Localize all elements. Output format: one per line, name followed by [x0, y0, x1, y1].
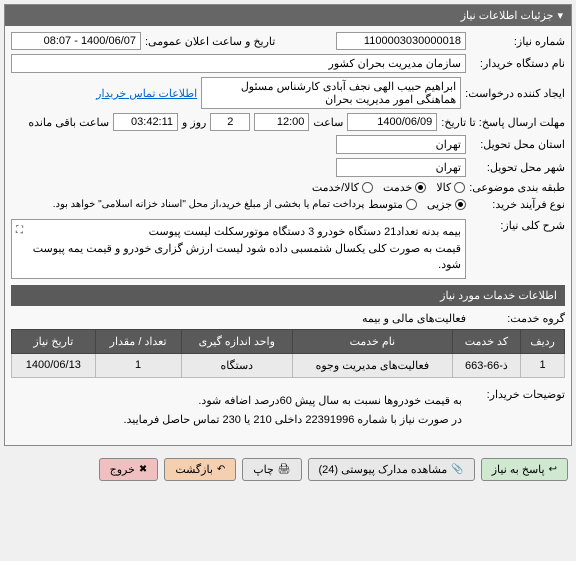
radio-jozi-label: جزیی — [427, 198, 452, 211]
desc-line1: بیمه بدنه تعداد21 دستگاه خودرو 3 دستگاه … — [16, 224, 461, 241]
td-idx: 1 — [521, 353, 565, 377]
radio-dot-khadmat — [415, 182, 426, 193]
buyer-notes: به قیمت خودروها نسبت به سال پیش 60درصد ا… — [119, 388, 466, 436]
reply-icon: ↩ — [549, 464, 557, 475]
deadline-label: مهلت ارسال پاسخ: تا تاریخ: — [441, 116, 565, 129]
days-field: 2 — [210, 113, 250, 131]
print-button[interactable]: 🖨 چاپ — [242, 458, 301, 481]
respond-button[interactable]: ↩ پاسخ به نیاز — [481, 458, 568, 481]
info-panel: ▾ جزئیات اطلاعات نیاز شماره نیاز: 110000… — [4, 4, 572, 446]
td-name: فعالیت‌های مدیریت وجوه — [292, 353, 452, 377]
table-header-row: ردیف کد خدمت نام خدمت واحد اندازه گیری ت… — [12, 329, 565, 353]
province-label: استان محل تحویل: — [470, 138, 565, 151]
buyer-contact-link[interactable]: اطلاعات تماس خریدار — [96, 87, 197, 100]
group-label: گروه خدمت: — [470, 312, 565, 325]
process-radio-group: جزیی متوسط — [368, 198, 466, 211]
radio-dot-kalakhadmat — [362, 182, 373, 193]
print-label: چاپ — [253, 463, 274, 476]
attachment-icon: 📎 — [451, 464, 463, 475]
process-note: پرداخت تمام یا بخشی از مبلغ خرید،از محل … — [53, 199, 365, 210]
radio-kalakhadmat-label: کالا/خدمت — [312, 181, 359, 194]
td-qty: 1 — [95, 353, 181, 377]
radio-jozi[interactable]: جزیی — [427, 198, 466, 211]
description-box: ⛶ بیمه بدنه تعداد21 دستگاه خودرو 3 دستگا… — [11, 219, 466, 279]
time-label-1: ساعت — [313, 116, 343, 129]
exit-label: خروج — [110, 463, 135, 476]
td-unit: دستگاه — [181, 353, 292, 377]
radio-dot-motevaset — [406, 199, 417, 210]
request-number-field: 1100003030000018 — [336, 32, 466, 50]
remain-label: ساعت باقی مانده — [28, 116, 109, 129]
creator-label: ایجاد کننده درخواست: — [465, 87, 565, 100]
radio-khadmat-label: خدمت — [383, 181, 412, 194]
day-label: روز و — [182, 116, 206, 129]
print-icon: 🖨 — [278, 464, 291, 475]
process-label: نوع فرآیند خرید: — [470, 198, 565, 211]
th-name: نام خدمت — [292, 329, 452, 353]
th-date: تاریخ نیاز — [12, 329, 96, 353]
radio-khadmat[interactable]: خدمت — [383, 181, 426, 194]
back-label: بازگشت — [175, 463, 213, 476]
announce-field: 1400/06/07 - 08:07 — [11, 32, 141, 50]
announce-label: تاریخ و ساعت اعلان عمومی: — [145, 35, 275, 48]
th-row: ردیف — [521, 329, 565, 353]
button-bar: ↩ پاسخ به نیاز 📎 مشاهده مدارک پیوستی (24… — [0, 450, 576, 489]
services-header: اطلاعات خدمات مورد نیاز — [11, 285, 565, 306]
deadline-date-field: 1400/06/09 — [347, 113, 437, 131]
radio-motevaset[interactable]: متوسط — [368, 198, 417, 211]
exit-button[interactable]: ✖ خروج — [99, 458, 159, 481]
services-table: ردیف کد خدمت نام خدمت واحد اندازه گیری ت… — [11, 329, 565, 378]
back-icon: ↶ — [217, 464, 225, 475]
buyer-field: سازمان مدیریت بحران کشور — [11, 54, 466, 73]
buyer-label: نام دستگاه خریدار: — [470, 57, 565, 70]
td-date: 1400/06/13 — [12, 353, 96, 377]
desc-label: شرح کلی نیاز: — [470, 219, 565, 232]
expand-icon[interactable]: ⛶ — [16, 223, 23, 238]
notes-label: توضیحات خریدار: — [470, 388, 565, 401]
th-code: کد خدمت — [452, 329, 520, 353]
respond-label: پاسخ به نیاز — [492, 463, 545, 476]
panel-body: شماره نیاز: 1100003030000018 تاریخ و ساع… — [5, 26, 571, 445]
collapse-icon[interactable]: ▾ — [557, 9, 563, 22]
request-number-label: شماره نیاز: — [470, 35, 565, 48]
notes-line1: به قیمت خودروها نسبت به سال پیش 60درصد ا… — [123, 392, 462, 412]
radio-motevaset-label: متوسط — [368, 198, 403, 211]
remain-time-field: 03:42:11 — [113, 113, 178, 131]
attachments-button[interactable]: 📎 مشاهده مدارک پیوستی (24) — [308, 458, 475, 481]
radio-kalakhadmat[interactable]: کالا/خدمت — [312, 181, 373, 194]
th-unit: واحد اندازه گیری — [181, 329, 292, 353]
panel-header: ▾ جزئیات اطلاعات نیاز — [5, 5, 571, 26]
category-radio-group: کالا خدمت کالا/خدمت — [312, 181, 465, 194]
notes-line2: در صورت نیاز با شماره 22391996 داخلی 210… — [123, 411, 462, 431]
desc-line2: قیمت به صورت کلی یکسال شتمسبی داده شود ل… — [16, 241, 461, 274]
creator-field: ابراهیم حبیب الهی نجف آبادی کارشناس مسئو… — [201, 77, 461, 109]
radio-kala-label: کالا — [436, 181, 451, 194]
radio-dot-kala — [454, 182, 465, 193]
td-code: ذ-66-663 — [452, 353, 520, 377]
th-qty: تعداد / مقدار — [95, 329, 181, 353]
table-row[interactable]: 1 ذ-66-663 فعالیت‌های مدیریت وجوه دستگاه… — [12, 353, 565, 377]
radio-dot-jozi — [455, 199, 466, 210]
province-field: تهران — [336, 135, 466, 154]
deadline-time-field: 12:00 — [254, 113, 309, 131]
category-label: طبقه بندی موضوعی: — [469, 181, 565, 194]
city-label: شهر محل تحویل: — [470, 161, 565, 174]
panel-title: جزئیات اطلاعات نیاز — [461, 9, 554, 22]
city-field: تهران — [336, 158, 466, 177]
exit-icon: ✖ — [139, 464, 147, 475]
group-value: فعالیت‌های مالی و بیمه — [362, 312, 466, 325]
back-button[interactable]: ↶ بازگشت — [164, 458, 236, 481]
attachments-label: مشاهده مدارک پیوستی (24) — [319, 463, 448, 476]
radio-kala[interactable]: کالا — [436, 181, 465, 194]
